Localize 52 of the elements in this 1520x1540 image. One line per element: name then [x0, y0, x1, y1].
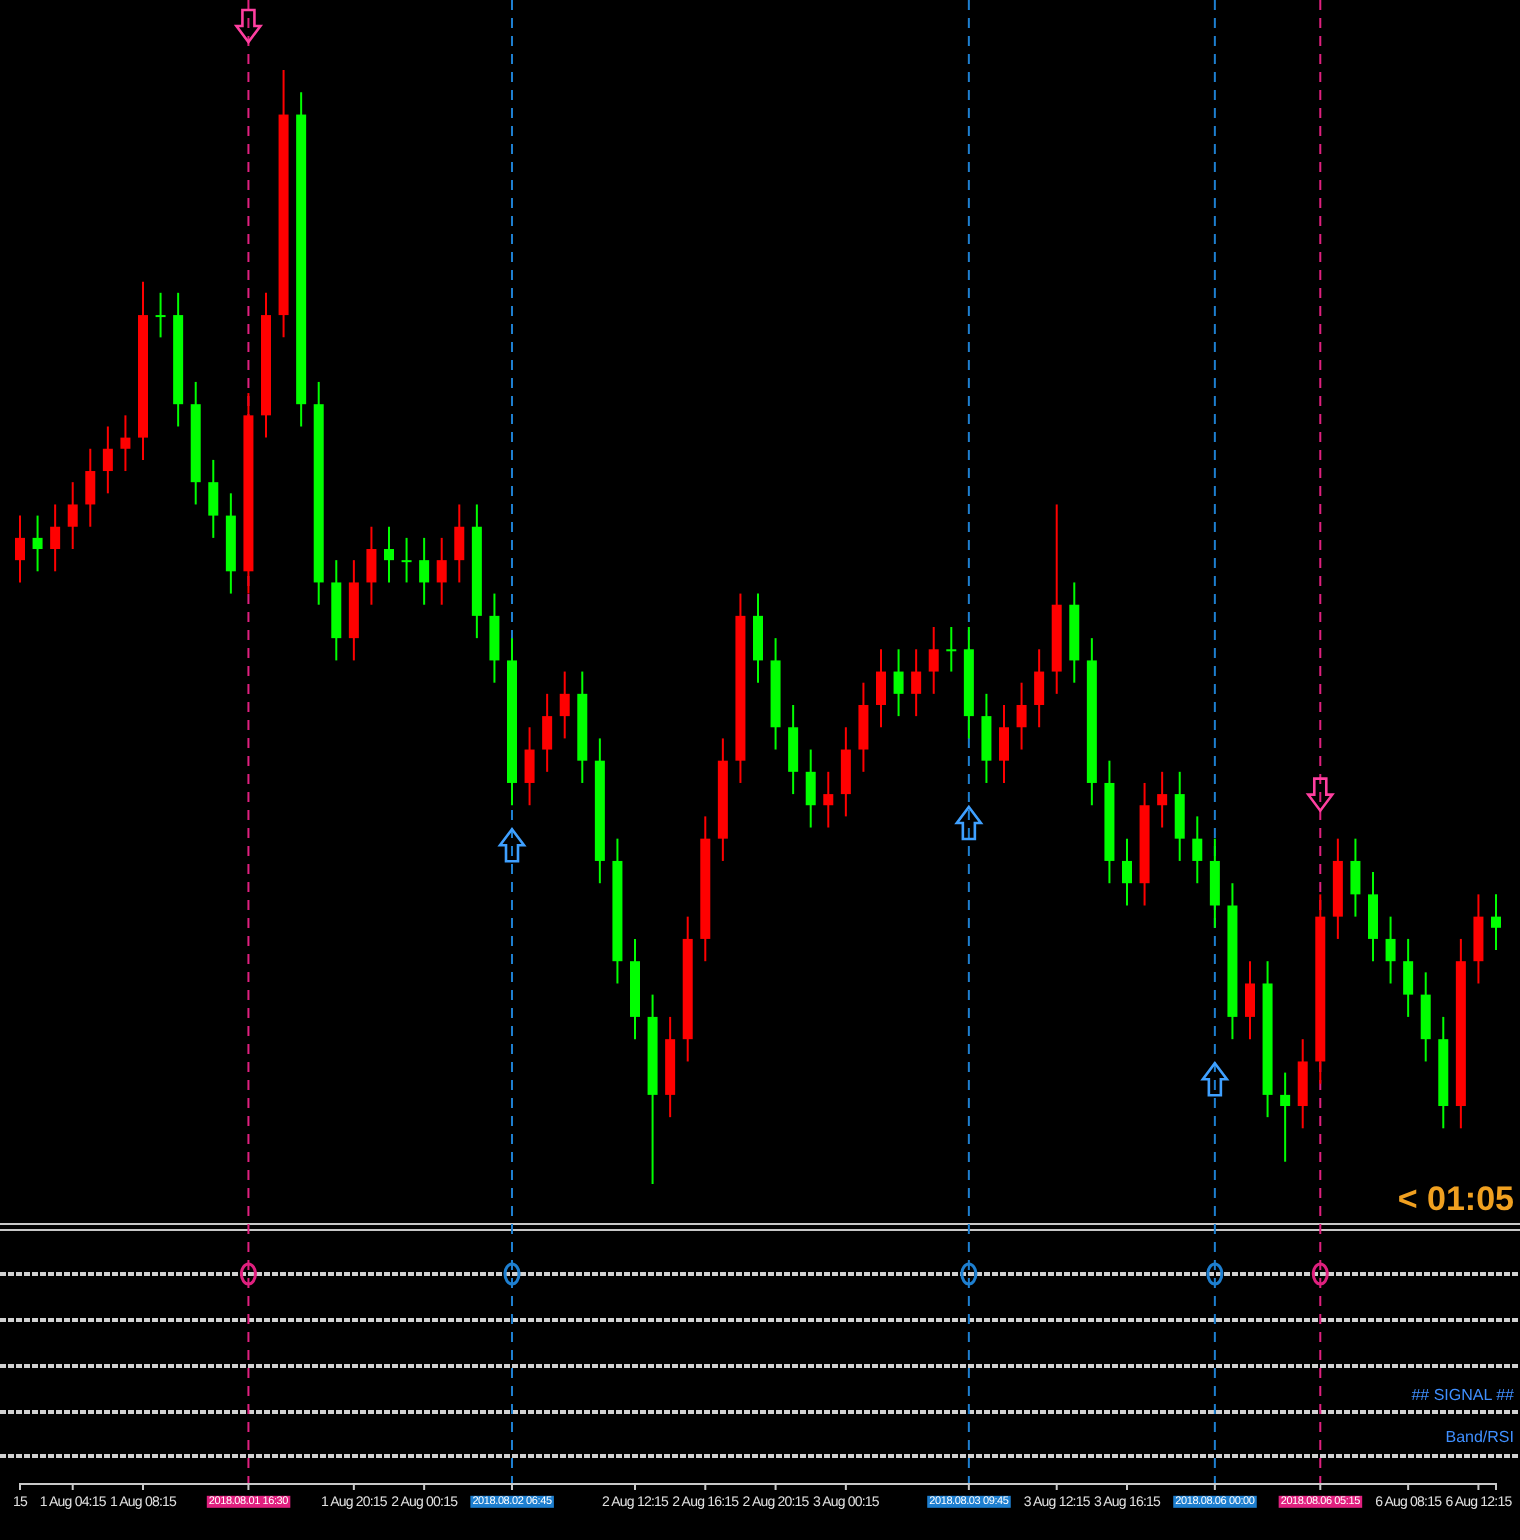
candlestick — [1034, 648, 1045, 729]
candlestick — [928, 626, 939, 695]
candlestick — [366, 525, 377, 606]
candlestick — [1297, 1038, 1308, 1130]
candlestick — [946, 626, 957, 673]
candlestick — [1209, 837, 1220, 929]
candlestick — [67, 481, 78, 551]
candlestick — [120, 414, 131, 473]
candlestick — [1368, 871, 1378, 963]
candlestick — [823, 770, 834, 829]
candlestick — [876, 648, 886, 729]
annotation: < 01:05 — [1397, 1180, 1514, 1218]
candlestick — [753, 592, 763, 684]
candlestick — [981, 692, 992, 784]
candlestick — [1473, 893, 1484, 985]
candlestick — [805, 748, 816, 829]
candlestick — [1403, 937, 1414, 1018]
candlestick — [489, 592, 500, 684]
candlestick — [1122, 837, 1132, 907]
candlestick — [1174, 770, 1185, 862]
candlestick — [559, 670, 570, 740]
candlestick — [155, 291, 166, 339]
candlestick — [1157, 770, 1168, 829]
candlestick — [999, 703, 1009, 784]
candlestick — [840, 726, 851, 818]
candlestick — [102, 425, 113, 495]
candlestick — [893, 648, 904, 718]
candlestick — [32, 514, 43, 573]
candlestick — [1491, 893, 1501, 952]
candlestick — [1245, 960, 1255, 1041]
candlestick — [1016, 681, 1027, 751]
candlestick — [50, 503, 61, 573]
candlestick — [208, 458, 219, 539]
candlestick — [384, 525, 394, 584]
candlestick — [911, 648, 922, 718]
text: ## SIGNAL ## — [1411, 1386, 1516, 1404]
candlestick — [1350, 837, 1361, 918]
candlestick — [524, 726, 535, 807]
candlestick — [1385, 915, 1396, 985]
candlestick — [1280, 1071, 1291, 1163]
candlestick — [788, 703, 799, 796]
candlestick — [542, 692, 553, 773]
candlestick — [1192, 815, 1203, 885]
candlestick — [1420, 971, 1431, 1063]
candlestick — [15, 514, 25, 584]
candlestick — [858, 681, 869, 773]
candlestick — [419, 536, 430, 606]
candlestick — [85, 447, 96, 528]
text: Band/RSI — [1445, 1428, 1514, 1446]
candlestick — [436, 536, 447, 606]
candlestick — [454, 503, 465, 584]
candlestick — [401, 536, 412, 584]
